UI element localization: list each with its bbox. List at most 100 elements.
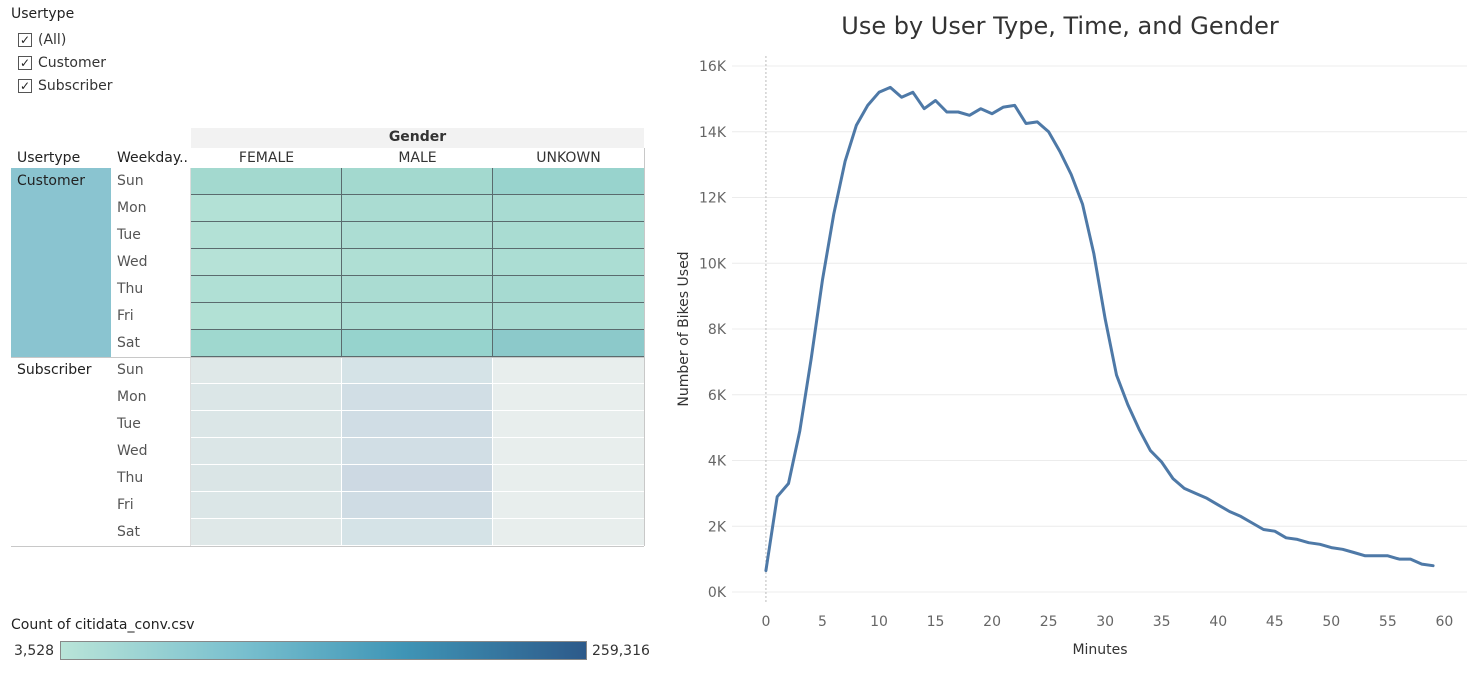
heatmap-cell[interactable]	[493, 357, 644, 384]
y-tick-label: 2K	[708, 519, 727, 535]
heatmap-cell[interactable]	[493, 222, 644, 249]
x-tick-label: 40	[1209, 614, 1227, 630]
usertype-filter: Usertype ✓ (All) ✓ Customer ✓ Subscriber	[11, 6, 113, 97]
weekday-label: Wed	[117, 443, 148, 459]
column-header-unknown: UNKOWN	[536, 150, 601, 166]
heatmap-cell[interactable]	[342, 357, 493, 384]
filter-title: Usertype	[11, 6, 75, 22]
heatmap-cell[interactable]	[191, 465, 342, 492]
heatmap-cell[interactable]	[342, 519, 493, 546]
filter-option-label: Customer	[38, 54, 107, 71]
heatmap-cell[interactable]	[493, 276, 644, 303]
heatmap-cell[interactable]	[191, 330, 342, 357]
heatmap-cell[interactable]	[493, 465, 644, 492]
group-separator	[11, 357, 644, 358]
table-bottom-border	[11, 546, 644, 547]
color-legend-min: 3,528	[14, 643, 55, 659]
weekday-label: Fri	[117, 497, 134, 513]
heatmap-cell[interactable]	[493, 195, 644, 222]
heatmap-cell[interactable]	[191, 195, 342, 222]
heatmap-cell[interactable]	[342, 492, 493, 519]
heatmap-cell[interactable]	[493, 519, 644, 546]
group-label-bg	[11, 357, 111, 546]
x-tick-label: 10	[870, 614, 888, 630]
heatmap-cell[interactable]	[342, 276, 493, 303]
heatmap-cell[interactable]	[342, 195, 493, 222]
heatmap-cell[interactable]	[342, 411, 493, 438]
heatmap-cell[interactable]	[342, 168, 493, 195]
y-tick-label: 0K	[708, 585, 727, 601]
y-tick-label: 4K	[708, 454, 727, 470]
heatmap-cell[interactable]	[493, 438, 644, 465]
heatmap-cell[interactable]	[342, 465, 493, 492]
heatmap-cell[interactable]	[342, 330, 493, 357]
filter-option-customer[interactable]: ✓ Customer	[11, 51, 113, 74]
weekday-label: Thu	[117, 470, 144, 486]
heatmap-cell[interactable]	[191, 168, 342, 195]
heatmap-cell[interactable]	[342, 438, 493, 465]
weekday-label: Mon	[117, 200, 147, 216]
weekday-label: Wed	[117, 254, 148, 270]
heatmap-cell[interactable]	[191, 492, 342, 519]
heatmap-cell[interactable]	[191, 222, 342, 249]
group-label-bg	[11, 168, 111, 357]
checkbox-checked-icon[interactable]: ✓	[18, 32, 32, 47]
y-tick-label: 12K	[699, 191, 727, 207]
weekday-row-header: Weekday..	[117, 150, 189, 166]
y-axis-title: Number of Bikes Used	[676, 251, 692, 406]
checkbox-checked-icon[interactable]: ✓	[18, 55, 32, 70]
filter-option-label: Subscriber	[38, 77, 113, 94]
gender-header-band	[191, 128, 644, 148]
heatmap-cell[interactable]	[493, 303, 644, 330]
filter-option-subscriber[interactable]: ✓ Subscriber	[11, 74, 113, 97]
x-tick-label: 35	[1153, 614, 1171, 630]
heatmap-cell[interactable]	[342, 303, 493, 330]
x-tick-label: 20	[983, 614, 1001, 630]
heatmap-cell[interactable]	[342, 384, 493, 411]
weekday-label: Fri	[117, 308, 134, 324]
heatmap-cell[interactable]	[191, 357, 342, 384]
heatmap-cell[interactable]	[191, 519, 342, 546]
color-legend-title: Count of citidata_conv.csv	[11, 617, 195, 633]
heatmap-cell[interactable]	[493, 492, 644, 519]
series-line	[764, 85, 1435, 573]
weekday-label: Mon	[117, 389, 147, 405]
chart-title: Use by User Type, Time, and Gender	[841, 12, 1279, 40]
checkbox-checked-icon[interactable]: ✓	[18, 78, 32, 93]
heatmap-cell[interactable]	[493, 411, 644, 438]
heatmap-cell[interactable]	[493, 168, 644, 195]
heatmap-cell[interactable]	[493, 330, 644, 357]
filter-option-all[interactable]: ✓ (All)	[11, 28, 113, 51]
heatmap-cell[interactable]	[191, 249, 342, 276]
group-label-bg	[111, 357, 191, 546]
usertype-row-header: Usertype	[17, 150, 81, 166]
x-axis-title: Minutes	[1072, 642, 1127, 658]
y-tick-label: 14K	[699, 125, 727, 141]
weekday-label: Sun	[117, 173, 144, 189]
y-tick-label: 8K	[708, 322, 727, 338]
group-label: Subscriber	[17, 362, 92, 378]
weekday-label: Sat	[117, 524, 140, 540]
heatmap-cell[interactable]	[191, 276, 342, 303]
weekday-label: Tue	[117, 227, 141, 243]
heatmap-cell[interactable]	[493, 384, 644, 411]
heatmap-cell[interactable]	[342, 249, 493, 276]
group-label-bg	[111, 168, 191, 357]
x-tick-label: 0	[761, 614, 770, 630]
color-legend-max: 259,316	[592, 643, 650, 659]
heatmap-cell[interactable]	[342, 222, 493, 249]
heatmap-cell[interactable]	[191, 384, 342, 411]
gender-header: Gender	[388, 129, 447, 145]
heatmap-cell[interactable]	[191, 303, 342, 330]
heatmap-cell[interactable]	[191, 438, 342, 465]
heatmap-cell[interactable]	[191, 411, 342, 438]
y-tick-label: 10K	[699, 256, 727, 272]
heatmap-cell[interactable]	[493, 249, 644, 276]
x-tick-label: 25	[1040, 614, 1058, 630]
weekday-label: Tue	[117, 416, 141, 432]
x-tick-label: 5	[818, 614, 827, 630]
x-tick-label: 15	[927, 614, 945, 630]
column-header-female: FEMALE	[238, 150, 295, 166]
column-header-male: MALE	[398, 150, 437, 166]
